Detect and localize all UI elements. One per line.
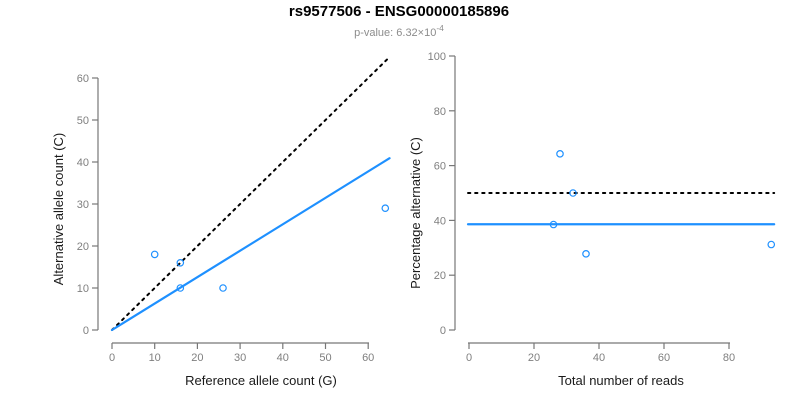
y-tick-label: 20	[434, 270, 446, 282]
x-tick-label: 60	[658, 352, 670, 364]
y-tick-label: 60	[434, 161, 446, 173]
data-point	[176, 258, 185, 267]
observed-fit-line	[110, 157, 391, 332]
pvalue-text: p-value: 6.32×10	[354, 27, 436, 39]
y-tick-label: 80	[434, 106, 446, 118]
x-tick-label: 30	[234, 352, 246, 364]
x-tick-label: 80	[723, 352, 735, 364]
x-tick-label: 0	[466, 352, 472, 364]
data-point	[767, 240, 776, 249]
x-tick-label: 20	[191, 352, 203, 364]
data-point	[150, 250, 159, 259]
x-tick-label: 40	[593, 352, 605, 364]
plot-title: rs9577506 - ENSG00000185896	[289, 3, 509, 20]
x-tick-label: 20	[528, 352, 540, 364]
left-scatter-allele-counts: 0 10 20 30 40 50 60 0 10 20 30 40 50 60	[77, 56, 391, 364]
x-tick-label: 60	[362, 352, 374, 364]
right-scatter-percentage: 0 20 40 60 80 0 20 40 60 80 100	[428, 51, 776, 364]
y-tick-label: 50	[77, 115, 89, 127]
y-tick-label: 100	[428, 51, 446, 63]
plot-subtitle: p-value: 6.32×10-4	[354, 23, 444, 39]
y-tick-label: 40	[77, 157, 89, 169]
data-point	[569, 189, 577, 197]
data-point	[381, 204, 390, 213]
pvalue-exponent: -4	[436, 23, 444, 33]
x-tick-label: 40	[277, 352, 289, 364]
y-tick-label: 30	[77, 199, 89, 211]
data-point	[219, 284, 227, 292]
right-xaxis-label: Total number of reads	[558, 373, 684, 388]
x-tick-label: 0	[109, 352, 115, 364]
left-yaxis-label: Alternative allele count (C)	[51, 133, 66, 285]
y-tick-label: 60	[77, 73, 89, 85]
identity-expected-line	[111, 56, 391, 331]
data-point	[176, 284, 185, 292]
left-xaxis-label: Reference allele count (G)	[185, 373, 337, 388]
y-tick-label: 0	[440, 325, 446, 337]
data-point	[549, 220, 558, 229]
data-point	[556, 150, 564, 158]
y-tick-label: 10	[77, 283, 89, 295]
y-tick-label: 40	[434, 215, 446, 227]
y-tick-label: 20	[77, 241, 89, 253]
right-yaxis-label: Percentage alternative (C)	[408, 137, 423, 289]
x-tick-label: 50	[319, 352, 331, 364]
y-tick-label: 0	[83, 325, 89, 337]
x-tick-label: 10	[149, 352, 161, 364]
data-point	[582, 250, 590, 258]
